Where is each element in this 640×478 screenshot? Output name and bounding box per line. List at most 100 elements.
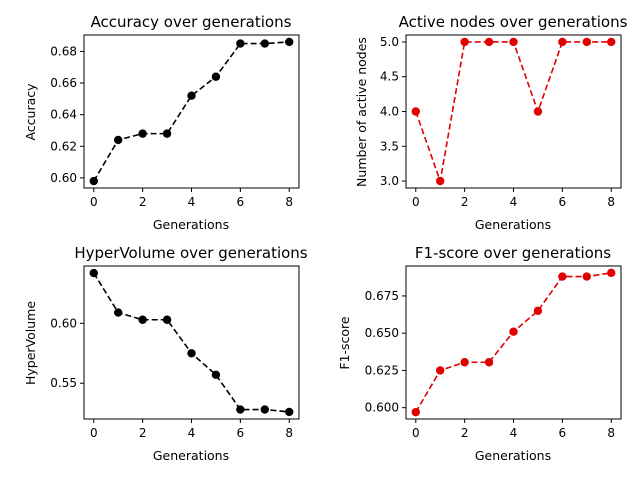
accuracy-y-tick-label: 0.60 [50,171,77,185]
accuracy-panel: Accuracy over generations Generations Ac… [23,13,300,232]
active-nodes-data-point [607,37,616,47]
active-nodes-y-tick-label: 4.5 [380,70,399,84]
hypervolume-x-tick-label: 2 [139,426,147,440]
f1-score-x-tick-label: 4 [510,426,518,440]
accuracy-x-tick-label: 2 [139,195,147,209]
accuracy-x-ticks: 0 2 4 6 8 [90,188,293,209]
f1-score-y-ticks: 0.600 0.625 0.650 0.675 [365,289,406,415]
accuracy-data-point [260,39,269,48]
accuracy-data-point [162,129,172,138]
active-nodes-x-axis-label: Generations [475,217,551,232]
active-nodes-data-point [411,107,420,116]
active-nodes-x-tick-label: 0 [412,195,420,209]
f1-score-data-point [411,407,420,417]
accuracy-x-tick-label: 4 [188,195,196,209]
active-nodes-title: Active nodes over generations [399,13,628,31]
accuracy-data-point [285,37,294,47]
hypervolume-panel: HyperVolume over generations Generations… [23,244,308,463]
active-nodes-x-tick-label: 8 [607,195,615,209]
f1-score-data-point [509,327,518,336]
f1-score-data-point [460,358,469,367]
f1-score-x-axis-label: Generations [475,448,551,463]
f1-score-data-point [484,358,494,367]
accuracy-y-tick-label: 0.66 [50,76,77,90]
f1-score-data-point [533,306,543,316]
f1-score-x-tick-label: 6 [559,426,567,440]
active-nodes-data-point [509,37,518,47]
accuracy-x-axis-label: Generations [153,217,229,232]
hypervolume-y-axis-label: HyperVolume [23,301,38,385]
accuracy-data-point [187,91,196,100]
f1-score-data-point [558,272,567,281]
hypervolume-data-point [114,308,123,317]
accuracy-data-point [89,176,98,186]
active-nodes-y-tick-label: 3.5 [380,139,399,153]
active-nodes-y-tick-label: 5.0 [380,35,399,49]
f1-score-x-tick-label: 2 [461,426,469,440]
active-nodes-x-tick-label: 2 [461,195,469,209]
f1-score-data-point [582,272,591,281]
hypervolume-data-point [187,349,196,358]
hypervolume-x-tick-label: 0 [90,426,98,440]
hypervolume-data-point [211,370,221,380]
hypervolume-y-ticks: 0.55 0.60 [50,316,84,390]
active-nodes-series-line [415,41,612,185]
accuracy-series [89,37,294,186]
hypervolume-series [89,268,294,417]
hypervolume-y-tick-label: 0.60 [50,316,77,330]
hypervolume-x-tick-label: 8 [285,426,293,440]
f1-score-x-tick-label: 8 [607,426,615,440]
hypervolume-x-tick-label: 4 [188,426,196,440]
hypervolume-plot-frame [83,265,300,420]
accuracy-y-axis-label: Accuracy [23,83,38,141]
hypervolume-series-line [93,272,290,413]
accuracy-data-point [211,72,221,81]
active-nodes-data-point [436,176,445,186]
f1-score-series [411,268,616,417]
f1-score-y-axis-label: F1-score [337,316,352,370]
accuracy-y-tick-label: 0.62 [50,139,77,153]
accuracy-plot-frame [83,34,300,189]
active-nodes-plot-frame [405,34,622,189]
accuracy-data-point [114,135,123,145]
accuracy-data-point [236,39,245,48]
active-nodes-panel: Active nodes over generations Generation… [354,13,628,232]
active-nodes-series [411,37,616,186]
active-nodes-y-ticks: 3.0 3.5 4.0 4.5 5.0 [380,35,406,188]
f1-score-data-point [436,366,445,375]
accuracy-x-tick-label: 6 [237,195,245,209]
active-nodes-data-point [558,37,567,47]
hypervolume-data-point [285,407,294,417]
hypervolume-title: HyperVolume over generations [74,244,307,262]
active-nodes-data-point [484,37,494,47]
hypervolume-data-point [236,405,245,414]
f1-score-x-tick-label: 0 [412,426,420,440]
hypervolume-x-axis-label: Generations [153,448,229,463]
f1-score-data-point [607,268,616,278]
active-nodes-y-tick-label: 4.0 [380,105,399,119]
accuracy-x-tick-label: 0 [90,195,98,209]
f1-score-series-line [415,272,612,413]
f1-score-panel: F1-score over generations Generations F1… [337,244,622,463]
accuracy-data-point [138,129,147,138]
f1-score-x-ticks: 0 2 4 6 8 [412,419,615,440]
f1-score-y-tick-label: 0.675 [365,289,399,303]
active-nodes-x-tick-label: 4 [510,195,518,209]
accuracy-y-tick-label: 0.64 [50,108,77,122]
hypervolume-y-tick-label: 0.55 [50,376,77,390]
active-nodes-data-point [533,107,543,116]
hypervolume-data-point [89,268,98,278]
accuracy-title: Accuracy over generations [91,13,292,31]
hypervolume-x-ticks: 0 2 4 6 8 [90,419,293,440]
f1-score-title: F1-score over generations [415,244,611,262]
active-nodes-y-tick-label: 3.0 [380,174,399,188]
hypervolume-data-point [260,405,269,414]
accuracy-series-line [93,41,290,182]
hypervolume-data-point [138,315,147,324]
accuracy-y-ticks: 0.60 0.62 0.64 0.66 0.68 [50,44,84,185]
accuracy-x-tick-label: 8 [285,195,293,209]
active-nodes-data-point [460,37,469,47]
active-nodes-x-tick-label: 6 [559,195,567,209]
accuracy-y-tick-label: 0.68 [50,44,77,58]
